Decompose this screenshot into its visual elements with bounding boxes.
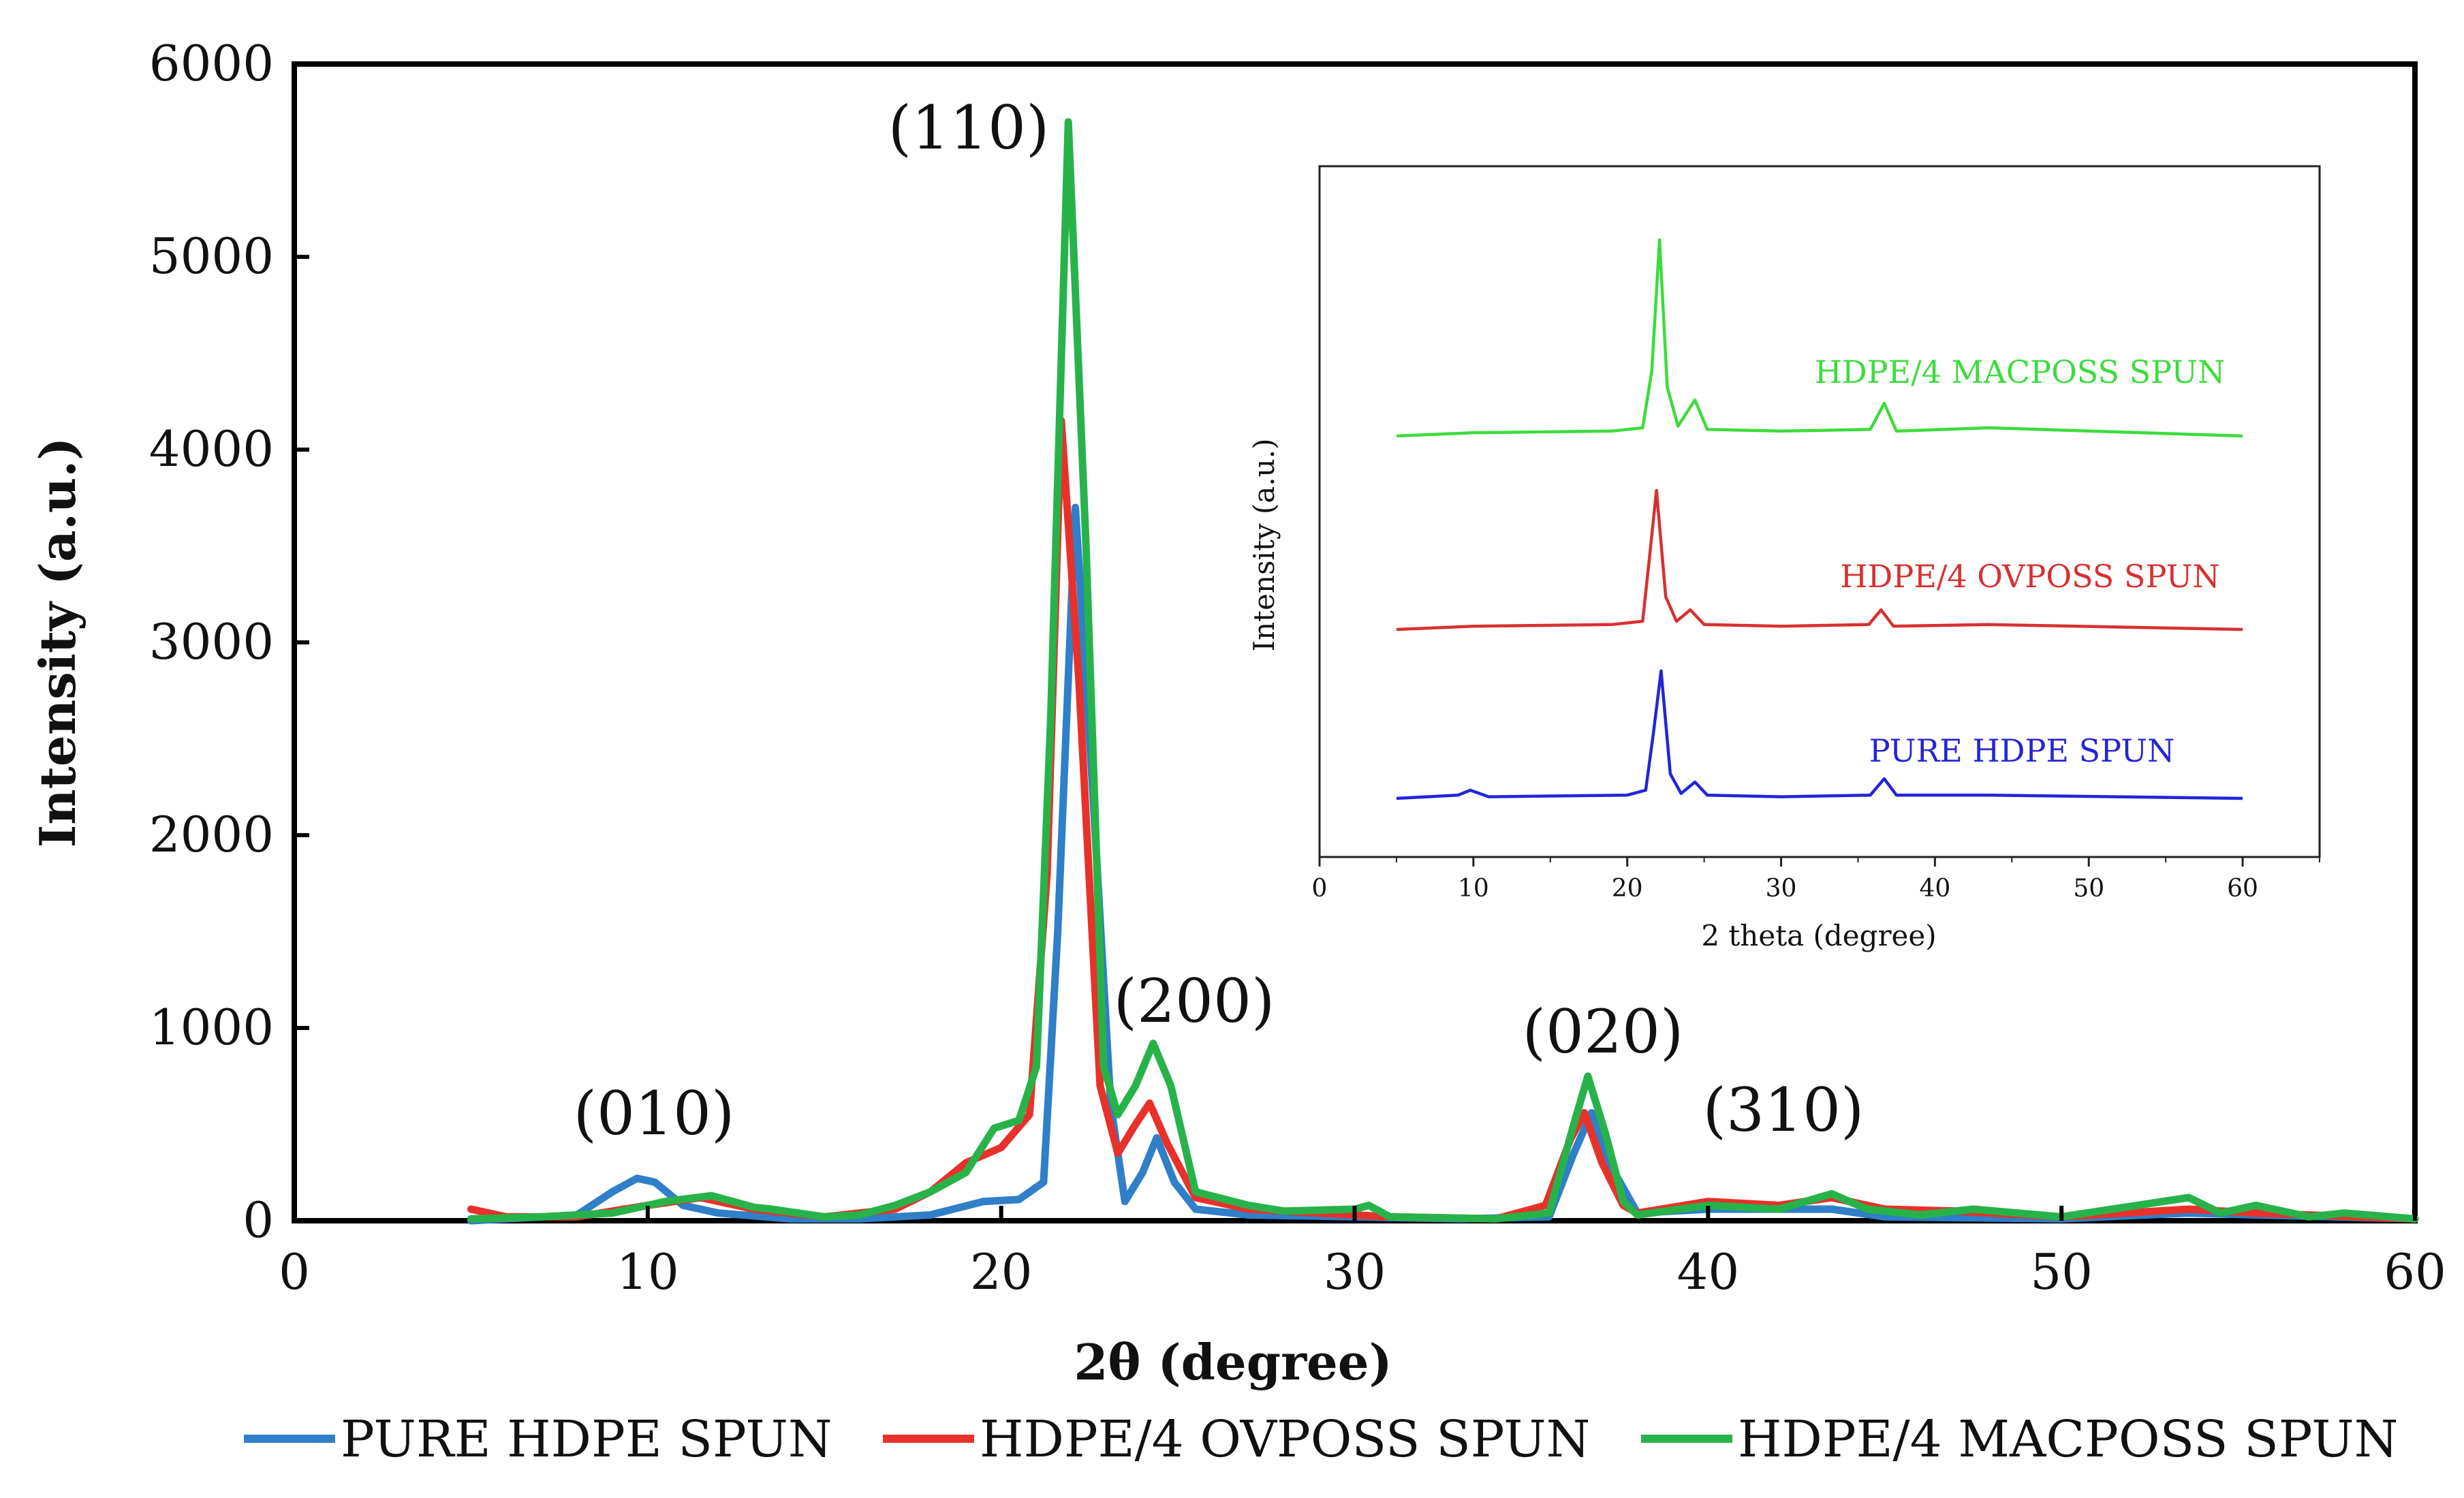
main-series-line-2 bbox=[467, 118, 2419, 1223]
legend-label-pure: PURE HDPE SPUN bbox=[341, 1410, 832, 1469]
inset-ticks-layer: 0 10 20 30 40 50 60 bbox=[1312, 857, 2320, 903]
inset-series-line-0 bbox=[1396, 238, 2243, 438]
main-y-tick-label: 4000 bbox=[149, 420, 274, 478]
inset-series-line-2 bbox=[1396, 669, 2243, 800]
inset-x-tick-label: 40 bbox=[1919, 875, 1950, 903]
inset-y-axis-title: Intensity (a.u.) bbox=[1247, 439, 1281, 652]
legend-label-ovposs: HDPE/4 OVPOSS SPUN bbox=[980, 1410, 1590, 1469]
peak-label-010: (010) bbox=[574, 1078, 735, 1149]
inset-chart: 0 10 20 30 40 50 60 Intensity (a.u.) 2 theta (… bbox=[1247, 165, 2321, 952]
inset-label-macposs: HDPE/4 MACPOSS SPUN bbox=[1815, 354, 2226, 390]
inset-x-tick-label: 0 bbox=[1312, 875, 1328, 903]
inset-label-pure: PURE HDPE SPUN bbox=[1869, 732, 2175, 769]
main-x-axis-title: 2θ (degree) bbox=[1074, 1333, 1392, 1391]
main-x-tick-label: 50 bbox=[2030, 1243, 2093, 1300]
main-chart: 0 10 20 30 40 50 60 0 1000 2000 3000 4000 5000 6000 I… bbox=[29, 35, 2446, 1391]
main-y-tick-label: 6000 bbox=[149, 35, 274, 92]
inset-series-layer bbox=[1396, 238, 2243, 800]
legend-label-macposs: HDPE/4 MACPOSS SPUN bbox=[1738, 1410, 2398, 1469]
main-x-tick-label: 0 bbox=[279, 1243, 310, 1300]
inset-series-line-1 bbox=[1396, 488, 2243, 631]
main-y-tick-label: 0 bbox=[243, 1191, 274, 1249]
peak-label-110: (110) bbox=[888, 93, 1050, 163]
inset-x-tick-label: 10 bbox=[1458, 875, 1489, 903]
main-y-axis-title: Intensity (a.u.) bbox=[29, 437, 87, 848]
inset-x-tick-label: 20 bbox=[1612, 875, 1643, 903]
main-y-tick-label: 5000 bbox=[149, 228, 274, 285]
peak-label-310: (310) bbox=[1703, 1075, 1865, 1145]
main-x-tick-label: 10 bbox=[617, 1243, 679, 1300]
inset-x-axis-title: 2 theta (degree) bbox=[1701, 919, 1936, 952]
main-y-tick-label: 1000 bbox=[149, 999, 274, 1056]
main-y-tick-label: 2000 bbox=[149, 806, 274, 863]
main-x-tick-label: 30 bbox=[1324, 1243, 1386, 1300]
inset-label-ovposs: HDPE/4 OVPOSS SPUN bbox=[1840, 558, 2219, 595]
inset-plot-frame bbox=[1318, 165, 2321, 858]
legend: PURE HDPE SPUN HDPE/4 OVPOSS SPUN HDPE/4… bbox=[244, 1410, 2398, 1469]
peak-label-020: (020) bbox=[1523, 997, 1684, 1067]
main-x-tick-label: 40 bbox=[1677, 1243, 1740, 1300]
inset-x-tick-label: 60 bbox=[2227, 875, 2258, 903]
main-x-tick-label: 20 bbox=[970, 1243, 1033, 1300]
peak-label-200: (200) bbox=[1114, 966, 1275, 1036]
inset-x-tick-label: 50 bbox=[2073, 875, 2104, 903]
inset-x-tick-label: 30 bbox=[1766, 875, 1797, 903]
main-x-tick-label: 60 bbox=[2384, 1243, 2446, 1300]
main-y-tick-label: 3000 bbox=[149, 613, 274, 670]
main-ticks-layer: 0 10 20 30 40 50 60 0 1000 2000 3000 4000 5000 6000 bbox=[149, 35, 2446, 1300]
